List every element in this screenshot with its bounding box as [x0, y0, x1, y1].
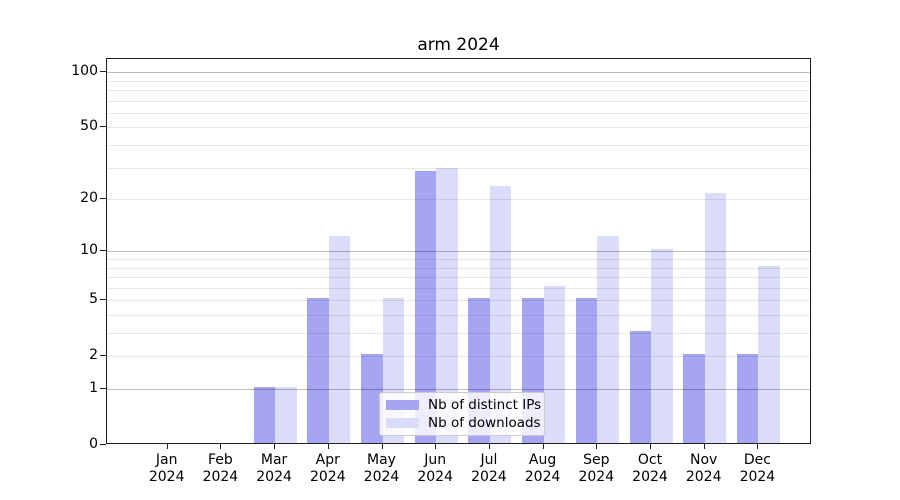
x-tick	[650, 444, 651, 449]
gridline-minor	[107, 100, 810, 102]
x-tick-label-year: 2024	[739, 469, 776, 485]
y-tick	[100, 71, 106, 73]
gridline-minor	[107, 80, 810, 82]
x-tick	[220, 444, 222, 449]
bar-downloads-apr	[328, 235, 351, 443]
x-tick-label-may: May 2024	[351, 452, 413, 486]
legend-item-distinct-ips: Nb of distinct IPs	[380, 396, 544, 414]
x-tick	[596, 444, 598, 449]
x-tick	[274, 444, 276, 449]
y-tick	[100, 198, 106, 200]
bar-downloads-dec	[758, 265, 780, 443]
x-tick-label-month: Oct	[637, 452, 663, 468]
plot-area	[106, 58, 811, 444]
y-tick-label-0: 0	[89, 436, 98, 452]
bar-downloads-jul	[489, 186, 512, 443]
y-tick-label-10: 10	[80, 242, 98, 259]
y-tick-label-2: 2	[89, 347, 98, 364]
bar-downloads-jun	[436, 168, 458, 443]
x-tick-label-dec: Dec 2024	[726, 452, 788, 486]
x-tick-label-year: 2024	[471, 469, 507, 485]
x-tick-label-year: 2024	[256, 469, 292, 485]
x-tick-label-year: 2024	[524, 469, 561, 485]
y-tick	[100, 250, 106, 252]
gridline-minor	[107, 127, 810, 129]
legend-swatch-distinct-ips-icon	[386, 400, 419, 410]
gridline-minor	[107, 112, 810, 114]
bar-ips-sep	[575, 298, 598, 443]
x-tick-label-year: 2024	[309, 469, 346, 485]
x-tick-label-jan: Jan 2024	[136, 452, 198, 486]
gridline-major	[107, 72, 810, 74]
legend: Nb of distinct IPs Nb of downloads	[379, 392, 545, 436]
x-tick-label-year: 2024	[202, 469, 239, 485]
y-tick	[100, 355, 106, 357]
gridline-minor	[107, 145, 810, 147]
bar-ips-jun	[414, 171, 437, 443]
x-tick-label-nov: Nov 2024	[673, 452, 735, 486]
y-tick	[100, 388, 106, 389]
bar-ips-oct	[629, 331, 651, 443]
x-tick-label-month: Aug	[528, 452, 557, 468]
x-tick-label-year: 2024	[363, 469, 400, 485]
x-tick-label-jul: Jul 2024	[458, 452, 520, 486]
x-tick	[166, 444, 168, 449]
y-tick	[100, 444, 106, 445]
x-tick-label-month: Jun	[424, 452, 447, 468]
legend-swatch-downloads-icon	[386, 418, 419, 428]
x-tick-label-month: Feb	[207, 452, 233, 468]
bar-downloads-nov	[704, 193, 727, 443]
gridline-minor	[107, 90, 810, 92]
bar-ips-nov	[683, 354, 705, 443]
bar-ips-mar	[253, 387, 276, 443]
bar-downloads-aug	[543, 285, 566, 443]
x-tick-label-month: Jan	[155, 452, 178, 468]
x-tick	[381, 444, 383, 449]
x-tick	[435, 444, 437, 449]
y-tick-label-5: 5	[89, 291, 98, 308]
x-tick-label-month: Jul	[480, 452, 498, 468]
x-tick-label-aug: Aug 2024	[512, 452, 574, 486]
bar-downloads-sep	[597, 235, 619, 443]
x-tick	[542, 444, 544, 449]
x-tick-label-month: Mar	[260, 452, 288, 468]
x-tick-label-year: 2024	[632, 469, 668, 485]
x-tick	[327, 444, 329, 449]
x-tick-label-month: Apr	[315, 452, 340, 468]
x-tick	[703, 444, 705, 449]
x-tick-label-year: 2024	[417, 469, 453, 485]
bar-downloads-mar	[275, 387, 297, 443]
x-tick-label-feb: Feb 2024	[189, 452, 251, 486]
legend-label-downloads: Nb of downloads	[428, 414, 541, 431]
legend-label-distinct-ips: Nb of distinct IPs	[428, 396, 542, 413]
y-tick-label-1: 1	[89, 380, 98, 396]
bar-downloads-oct	[651, 249, 673, 443]
x-tick-label-sep: Sep 2024	[565, 452, 627, 486]
bar-ips-dec	[736, 354, 759, 443]
x-tick-label-oct: Oct 2024	[619, 452, 681, 486]
x-tick-label-year: 2024	[148, 469, 185, 485]
x-tick-label-month: Nov	[690, 452, 718, 468]
y-tick	[100, 126, 106, 128]
y-tick-label-100: 100	[71, 63, 98, 80]
x-tick-label-month: Sep	[583, 452, 610, 468]
x-tick-label-mar: Mar 2024	[243, 452, 305, 486]
y-tick-label-50: 50	[80, 118, 98, 135]
x-tick	[757, 444, 759, 449]
gridline-minor	[107, 167, 810, 169]
y-tick-label-20: 20	[80, 190, 98, 207]
bar-ips-may	[361, 354, 383, 443]
x-tick-label-apr: Apr 2024	[297, 452, 359, 486]
x-tick-label-year: 2024	[578, 469, 615, 485]
x-tick-label-jun: Jun 2024	[404, 452, 466, 486]
x-tick-label-month: May	[367, 452, 396, 468]
bar-ips-apr	[307, 298, 329, 443]
x-tick-label-year: 2024	[685, 469, 722, 485]
y-tick	[100, 299, 106, 301]
x-tick	[488, 444, 490, 449]
chart-title: arm 2024	[417, 35, 500, 55]
x-tick-label-month: Dec	[743, 452, 771, 468]
legend-item-downloads: Nb of downloads	[380, 414, 544, 432]
